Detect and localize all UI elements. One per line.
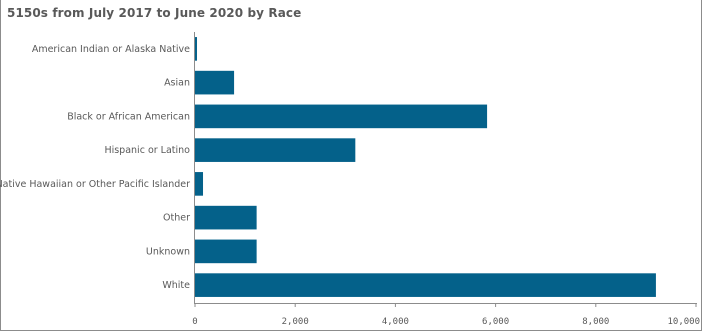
bar[interactable] bbox=[195, 273, 656, 297]
category-label: White bbox=[162, 280, 190, 291]
x-tick-label: 10,000 bbox=[667, 317, 700, 327]
bar[interactable] bbox=[195, 138, 356, 162]
x-tick-label: 6,000 bbox=[482, 317, 509, 327]
x-tick-label: 0 bbox=[192, 317, 197, 327]
x-tick-label: 4,000 bbox=[382, 317, 409, 327]
bar[interactable] bbox=[195, 37, 198, 61]
bar[interactable] bbox=[195, 70, 235, 95]
category-label: American Indian or Alaska Native bbox=[32, 44, 190, 55]
x-tick-label: 2,000 bbox=[282, 317, 309, 327]
x-tick-label: 8,000 bbox=[582, 317, 609, 327]
bar[interactable] bbox=[195, 104, 488, 129]
category-label: Other bbox=[163, 213, 190, 224]
bar[interactable] bbox=[195, 172, 204, 196]
bar[interactable] bbox=[195, 239, 257, 264]
category-label: Hispanic or Latino bbox=[104, 145, 190, 156]
bar[interactable] bbox=[195, 205, 257, 230]
category-label: Unknown bbox=[146, 246, 190, 257]
category-label: Asian bbox=[164, 78, 190, 89]
chart-title: 5150s from July 2017 to June 2020 by Rac… bbox=[7, 6, 302, 20]
category-label: Black or African American bbox=[67, 111, 190, 122]
category-label: Native Hawaiian or Other Pacific Islande… bbox=[0, 179, 190, 190]
